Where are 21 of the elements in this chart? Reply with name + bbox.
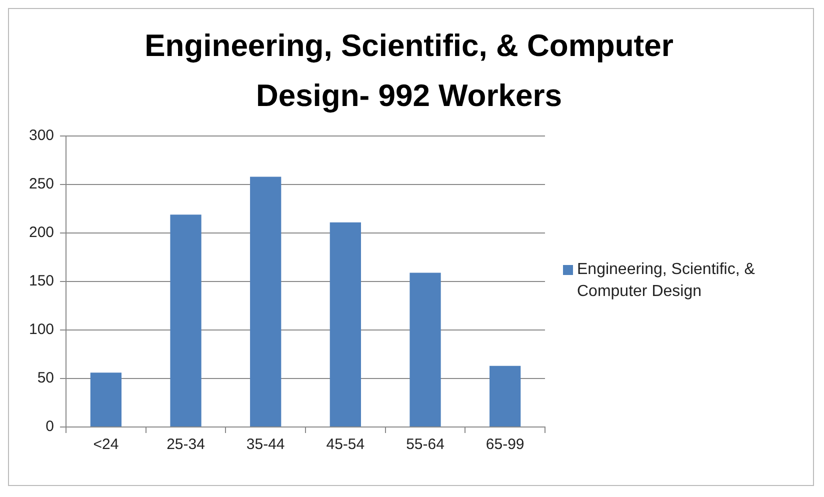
y-tick-label: 50 [37, 370, 54, 387]
bar [490, 366, 521, 426]
y-tick-label: 300 [28, 127, 54, 144]
legend-label: Engineering, Scientific, & Computer Design [577, 260, 756, 302]
x-tick-label: 55-64 [406, 436, 444, 454]
bar [90, 372, 122, 426]
y-tick-label: 250 [28, 176, 54, 193]
y-tick-label: 150 [28, 272, 54, 290]
bar [170, 214, 202, 426]
x-tick-label: 45-54 [326, 436, 365, 454]
y-tick-label: 0 [46, 418, 54, 436]
bar [250, 176, 282, 426]
chart-title: Engineering, Scientific, & Computer Design- 992 Workers [144, 27, 674, 115]
y-tick-label: 100 [28, 321, 54, 338]
x-tick-label: 35-44 [246, 436, 285, 454]
x-tick-label: 25-34 [166, 436, 205, 454]
y-tick-label: 200 [28, 224, 54, 242]
x-tick-label: <24 [93, 436, 119, 454]
x-tick-label: 65-99 [486, 436, 524, 454]
bar [410, 272, 441, 426]
bar [330, 222, 361, 426]
